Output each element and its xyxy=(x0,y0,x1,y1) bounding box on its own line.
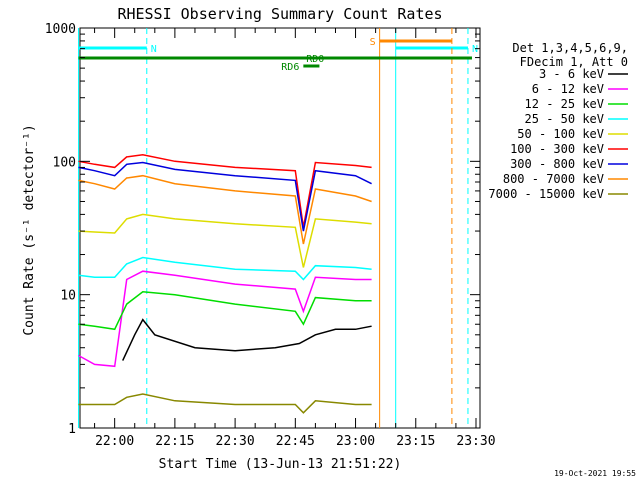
series-line xyxy=(78,291,372,331)
legend-label: 7000 - 15000 keV xyxy=(488,187,604,201)
y-tick-label: 1 xyxy=(68,422,76,437)
y-tick-label: 10 xyxy=(60,289,76,304)
annotation-label: N xyxy=(151,44,157,55)
y-axis-label: Count Rate (s⁻¹ detector⁻¹) xyxy=(22,124,37,335)
annotation-label: RD0 xyxy=(306,54,324,65)
x-tick-label: 22:45 xyxy=(276,434,315,449)
x-tick-label: 22:15 xyxy=(155,434,194,449)
legend-header: FDecim 1, Att 0 xyxy=(520,55,628,69)
legend-label: 6 - 12 keV xyxy=(532,82,604,96)
series-line xyxy=(78,161,372,232)
timestamp: 19-Oct-2021 19:55 xyxy=(554,469,636,478)
annotation-layer: N N S RD0 RD6 xyxy=(78,28,478,428)
series-line xyxy=(78,213,372,268)
legend-header: Det 1,3,4,5,6,9, xyxy=(512,41,628,55)
series-line xyxy=(78,174,372,245)
x-tick-label: 22:00 xyxy=(95,434,134,449)
x-tick-label: 23:30 xyxy=(456,434,495,449)
y-tick-label: 100 xyxy=(53,155,76,170)
series-line xyxy=(78,270,372,368)
series-line xyxy=(78,256,372,281)
y-tick-label: 1000 xyxy=(45,22,76,37)
legend-label: 50 - 100 keV xyxy=(517,127,604,141)
legend-label: 300 - 800 keV xyxy=(510,157,604,171)
legend-label: 12 - 25 keV xyxy=(525,97,604,111)
series-line xyxy=(78,393,372,414)
annotation-label: RD6 xyxy=(281,62,299,73)
plot-border xyxy=(79,27,481,429)
series-line xyxy=(122,318,372,361)
chart-title: RHESSI Observing Summary Count Rates xyxy=(117,5,442,23)
annotation-label: N xyxy=(472,44,478,55)
legend-label: 800 - 7000 keV xyxy=(503,172,604,186)
legend-label: 25 - 50 keV xyxy=(525,112,604,126)
legend: Det 1,3,4,5,6,9,FDecim 1, Att 03 - 6 keV… xyxy=(488,41,628,201)
legend-label: 100 - 300 keV xyxy=(510,142,604,156)
x-tick-label: 22:30 xyxy=(216,434,255,449)
x-tick-label: 23:00 xyxy=(336,434,375,449)
axis-layer: 1 10 100 1000 22:00 22:15 22:30 22:45 23:00 23:15… xyxy=(45,22,496,449)
series-line xyxy=(78,154,372,228)
annotation-label: S xyxy=(370,37,376,48)
x-tick-label: 23:15 xyxy=(396,434,435,449)
x-axis-label: Start Time (13-Jun-13 21:51:22) xyxy=(159,457,402,472)
plot-frame xyxy=(79,27,481,429)
legend-label: 3 - 6 keV xyxy=(539,67,604,81)
series-layer xyxy=(78,154,372,414)
